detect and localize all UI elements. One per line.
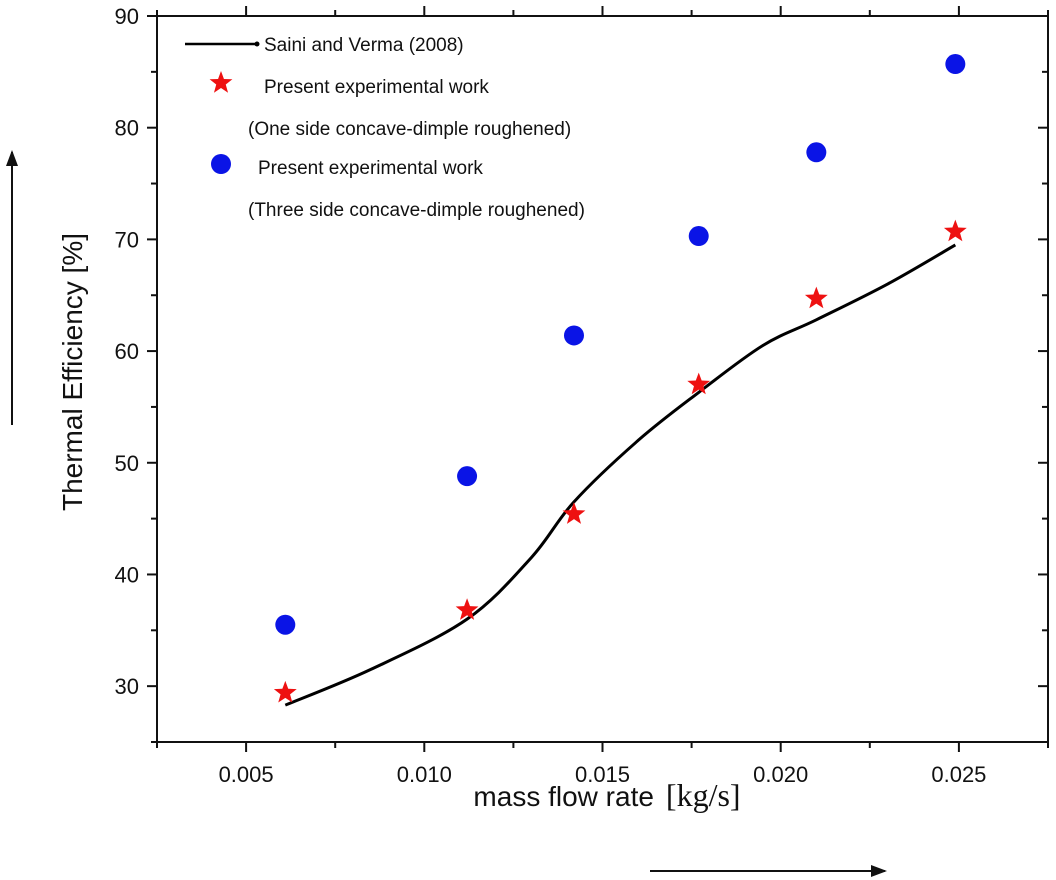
legend-label-three-side-line2: (Three side concave-dimple roughened) [248, 200, 585, 221]
x-tick-label: 0.005 [219, 762, 274, 787]
x-axis-label-text: mass flow rate [473, 781, 654, 812]
y-tick-label: 80 [115, 116, 139, 141]
y-tick-label: 40 [115, 562, 139, 587]
legend: Saini and Verma (2008) Present experimen… [185, 35, 585, 221]
one-side-point [562, 502, 586, 524]
y-tick-label: 90 [115, 4, 139, 29]
x-axis-label-unit: [kg/s] [666, 777, 741, 813]
three-side-point [688, 226, 709, 247]
y-axis-label: Thermal Efficiency [%] [57, 233, 88, 511]
series-saini-verma [284, 243, 957, 707]
y-tick-label: 50 [115, 451, 139, 476]
y-tick-label: 70 [115, 227, 139, 252]
legend-star-swatch [209, 71, 233, 93]
x-tick-label: 0.020 [753, 762, 808, 787]
series-three-side [275, 54, 966, 635]
legend-label-three-side-line1: Present experimental work [258, 158, 483, 179]
y-tick-label: 30 [115, 674, 139, 699]
legend-line-swatch-dot [254, 41, 260, 47]
y-axis-ticks: 30 40 50 60 70 80 90 [115, 4, 1048, 743]
x-tick-label: 0.010 [397, 762, 452, 787]
three-side-point [563, 325, 584, 346]
series-one-side [273, 219, 967, 703]
legend-circle-swatch [211, 154, 231, 174]
x-tick-label: 0.025 [931, 762, 986, 787]
three-side-point [806, 142, 827, 163]
one-side-point [943, 219, 967, 242]
legend-label-saini-verma: Saini and Verma (2008) [264, 35, 464, 56]
x-axis-ticks: 0.005 0.010 0.015 0.020 0.025 [156, 6, 1049, 787]
one-side-point [273, 680, 297, 703]
three-side-point [457, 466, 478, 487]
one-side-point [687, 372, 711, 395]
x-axis-label: mass flow rate [kg/s] [473, 777, 740, 813]
saini-verma-line [284, 243, 957, 707]
one-side-point [804, 286, 828, 309]
y-tick-label: 60 [115, 339, 139, 364]
x-tick-label: 0.015 [575, 762, 630, 787]
three-side-point [275, 614, 296, 635]
one-side-point [455, 598, 479, 620]
legend-star-shape [209, 71, 233, 93]
three-side-point [945, 54, 966, 75]
legend-label-one-side-line1: Present experimental work [264, 77, 489, 98]
legend-label-one-side-line2: (One side concave-dimple roughened) [248, 119, 571, 140]
